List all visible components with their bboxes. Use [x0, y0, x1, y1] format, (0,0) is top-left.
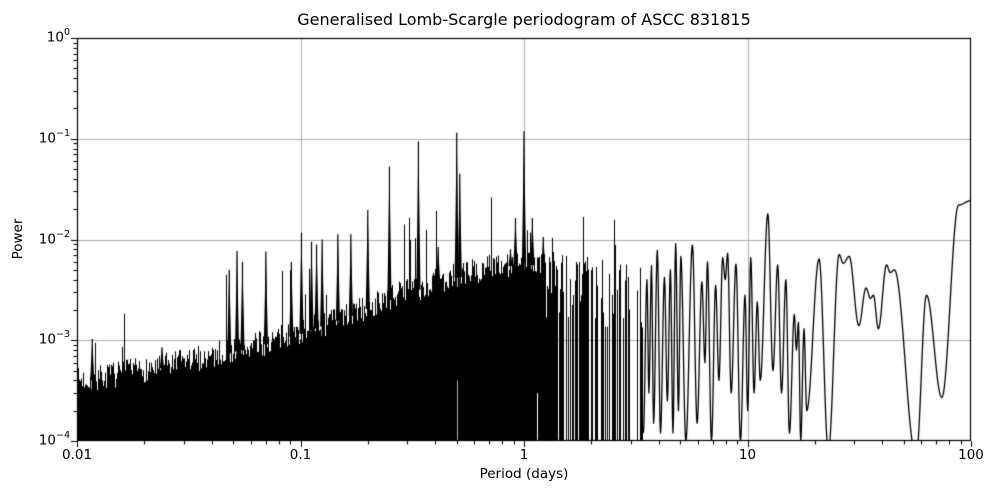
x-tick-label: 100: [958, 447, 984, 463]
x-tick-label: 0.1: [289, 447, 312, 463]
y-tick-label: 10−2: [38, 228, 70, 248]
y-tick-label: 10−3: [38, 329, 70, 348]
y-tick-label: 100: [46, 27, 70, 46]
x-tick-label: 1: [519, 447, 529, 463]
x-tick-label: 0.01: [61, 447, 93, 463]
x-tick-label: 10: [738, 447, 757, 463]
chart-title: Generalised Lomb-Scargle periodogram of …: [297, 10, 751, 29]
y-tick-label: 10−4: [38, 430, 70, 449]
y-axis-label: Power: [10, 218, 26, 260]
y-tick-label: 10−1: [38, 127, 70, 147]
x-axis-label: Period (days): [479, 466, 569, 482]
